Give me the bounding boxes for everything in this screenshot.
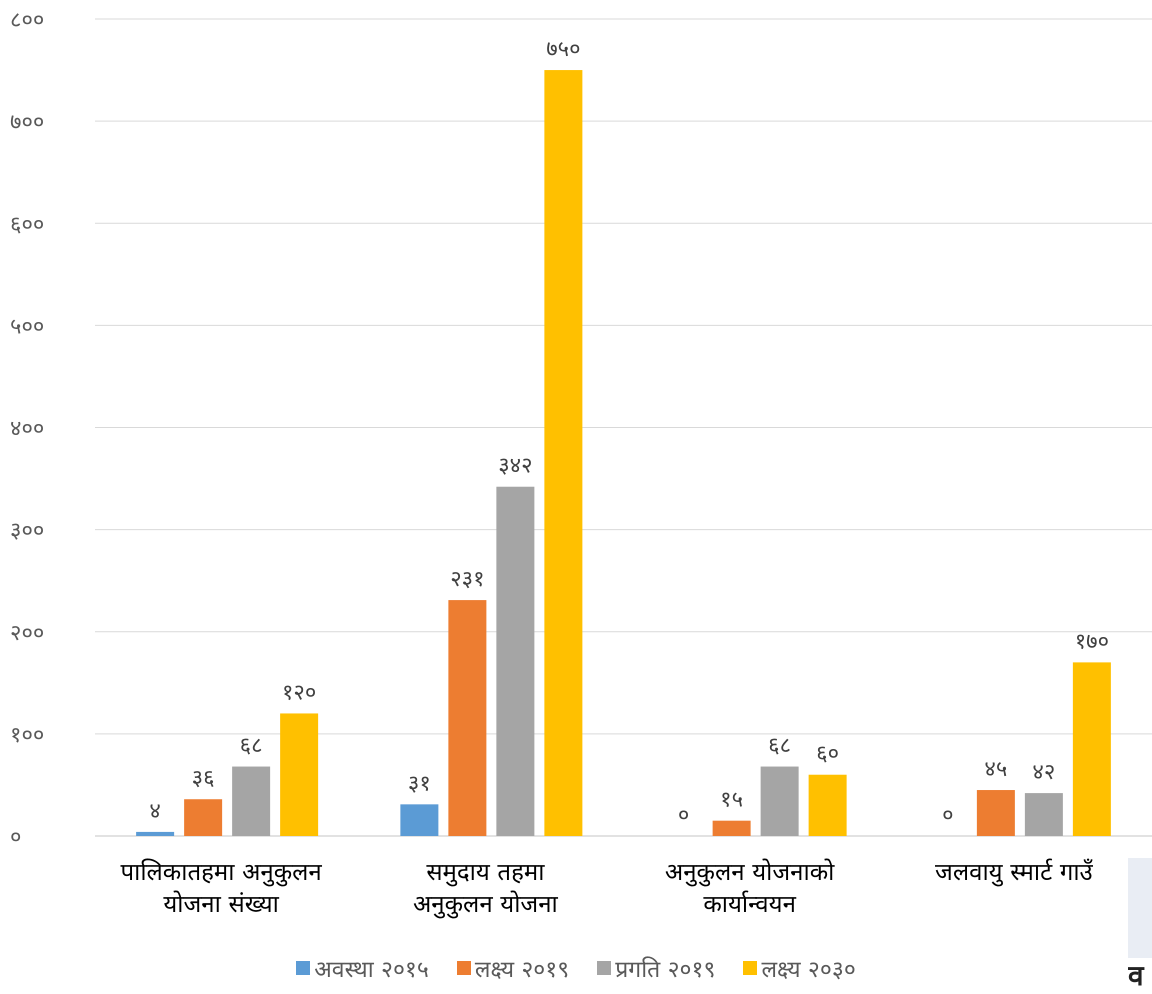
y-tick-label: ४०० (10, 417, 44, 442)
y-tick-label: ० (10, 825, 21, 850)
category-label: पालिकातहमा अनुकुलन (120, 858, 322, 887)
bar (136, 831, 175, 836)
y-tick-label: २०० (10, 621, 44, 646)
category-label: अनुकुलन योजनाको (665, 858, 835, 887)
bar (1024, 793, 1063, 836)
bar (760, 766, 799, 836)
legend-item: प्रगति २०१९ (597, 952, 715, 984)
cropped-text: व (1128, 962, 1144, 992)
data-label: ३१ (408, 771, 431, 796)
bar (712, 820, 751, 836)
bar (496, 486, 535, 836)
data-label: १७० (1075, 629, 1109, 654)
legend-label: प्रगति २०१९ (615, 957, 716, 983)
data-label: ० (942, 803, 953, 828)
data-label: १२० (282, 680, 316, 705)
legend-swatch (743, 961, 758, 975)
legend-swatch (456, 961, 471, 975)
legend-label: लक्ष्य २०३० (761, 957, 856, 983)
category-label: योजना संख्या (163, 890, 279, 918)
data-label: ३४२ (498, 454, 532, 479)
legend-label: अवस्था २०१५ (314, 957, 429, 983)
bar (808, 774, 847, 836)
category-label: कार्यान्वयन (703, 890, 796, 918)
data-label: ७५० (546, 37, 580, 62)
data-label: २३१ (450, 567, 484, 592)
category-label: जलवायु स्मार्ट गाउँ (935, 858, 1094, 887)
legend-item: लक्ष्य २०१९ (456, 952, 570, 984)
y-tick-label: ३०० (10, 519, 44, 544)
data-label: १५ (720, 788, 743, 813)
data-label: ४ (149, 799, 160, 824)
y-tick-label: ६०० (10, 212, 44, 237)
cropped-panel (1128, 858, 1152, 958)
y-tick-label: ८०० (10, 8, 44, 33)
y-tick-label: ७०० (10, 110, 44, 135)
bar (400, 804, 439, 836)
data-label: ४५ (984, 757, 1007, 782)
bar (1072, 662, 1111, 836)
data-label: ६० (816, 742, 839, 767)
bar (976, 790, 1015, 836)
legend-item: लक्ष्य २०३० (743, 952, 856, 984)
data-label: ४२ (1032, 760, 1055, 785)
bar (448, 600, 487, 836)
bar (232, 766, 271, 836)
legend-label: लक्ष्य २०१९ (474, 957, 570, 983)
bar (280, 713, 319, 836)
bar (544, 70, 583, 836)
category-label: अनुकुलन योजना (413, 890, 559, 919)
data-label: ६८ (240, 734, 263, 759)
y-tick-label: ५०० (10, 314, 44, 339)
data-label: ० (678, 803, 689, 828)
y-tick-label: १०० (10, 723, 44, 748)
chart-legend: अवस्था २०१५ लक्ष्य २०१९ प्रगति २०१९ लक्ष्य … (0, 948, 1152, 988)
category-label: समुदाय तहमा (426, 858, 545, 887)
bar (184, 799, 223, 836)
legend-swatch (597, 961, 612, 975)
legend-swatch (296, 961, 311, 975)
data-label: ६८ (768, 734, 791, 759)
data-label: ३६ (192, 766, 215, 791)
legend-item: अवस्था २०१५ (296, 952, 429, 984)
